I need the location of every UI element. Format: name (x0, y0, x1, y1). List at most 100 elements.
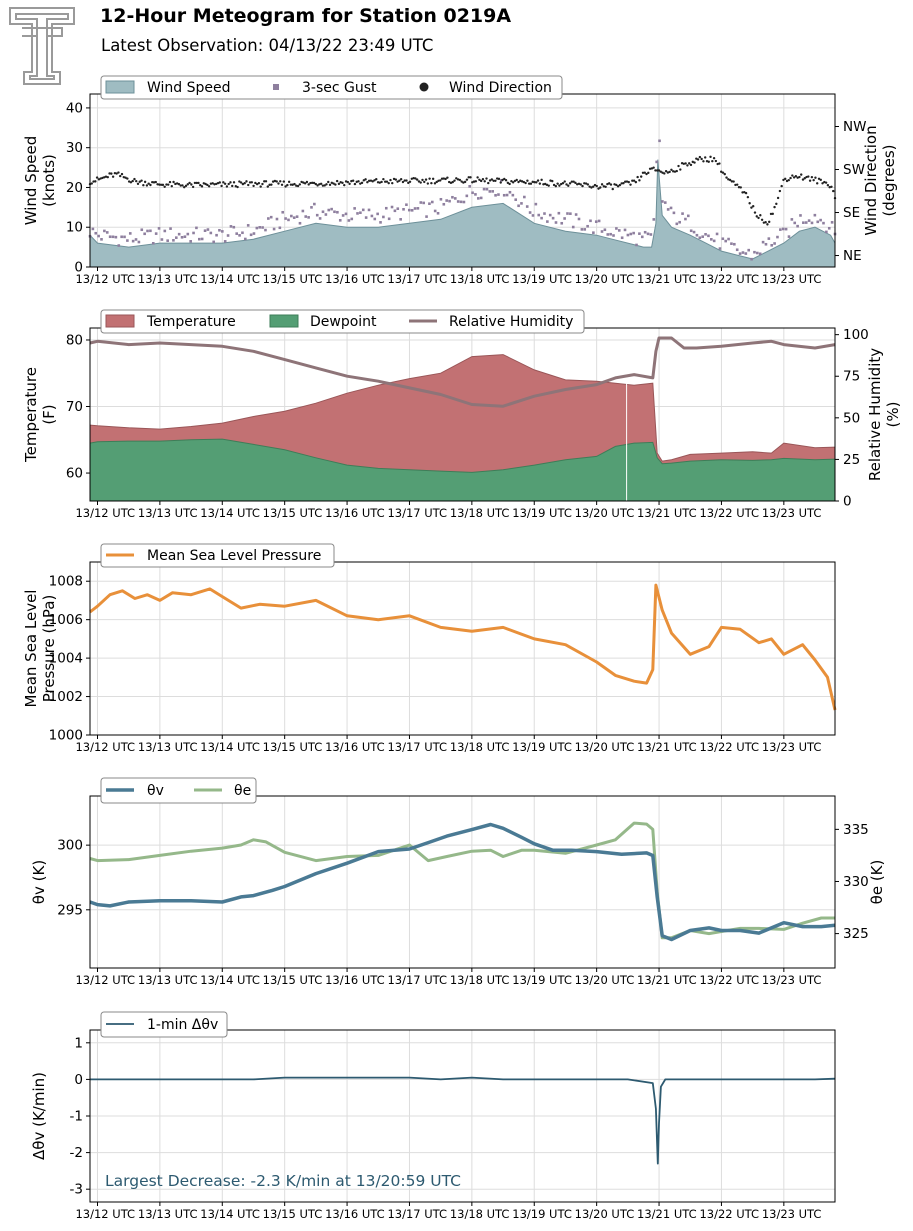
y2-tick-label: 335 (843, 822, 869, 838)
x-tick-label: 13/21 UTC (637, 740, 697, 754)
wind-direction-point (455, 177, 458, 180)
wind-direction-point (430, 181, 433, 185)
gust-point (695, 233, 699, 237)
wind-direction-point (563, 180, 566, 183)
legend-swatch-temperature (105, 314, 135, 328)
x-tick-label: 13/14 UTC (200, 973, 260, 987)
x-tick-label: 13/12 UTC (75, 740, 135, 754)
wind-direction-point (335, 179, 339, 183)
wind-direction-point (556, 182, 559, 185)
legend-box (100, 1011, 228, 1038)
wind-direction-point (702, 160, 705, 163)
gust-point (198, 237, 201, 241)
wind-direction-point (419, 181, 422, 184)
gust-point (606, 233, 610, 236)
gust-point (382, 215, 385, 219)
gust-point (681, 212, 684, 215)
gust-point (698, 236, 702, 240)
x-tick-label: 13/23 UTC (762, 973, 822, 987)
wind-direction-point (279, 180, 282, 183)
wind-direction-point (211, 182, 214, 185)
y2-tick-label: 0 (843, 494, 852, 510)
wind-direction-point (764, 221, 767, 224)
gust-point (560, 221, 564, 225)
gust-point (589, 219, 592, 223)
x-tick-label: 13/15 UTC (263, 506, 323, 520)
gust-point (267, 217, 270, 220)
wind-direction-point (497, 177, 501, 181)
gust-point (715, 232, 719, 236)
wind-direction-point (819, 178, 822, 182)
y-axis-label: θv (K) (30, 860, 48, 904)
wind-direction-point (293, 182, 296, 186)
wind-direction-point (147, 182, 150, 185)
gust-point (390, 205, 394, 209)
wind-direction-point (391, 181, 394, 185)
gust-point (675, 222, 679, 226)
wind-direction-point (415, 178, 419, 181)
gust-point (810, 221, 814, 225)
gust-point (474, 193, 477, 196)
wind-direction-point (506, 181, 510, 185)
wind-direction-point (158, 183, 161, 186)
wind-direction-point (263, 180, 266, 183)
gust-point (802, 221, 805, 224)
wind-direction-point (744, 191, 748, 195)
x-tick-label: 13/15 UTC (263, 1207, 323, 1221)
wind-direction-point (709, 155, 712, 159)
gust-point (626, 233, 630, 237)
gust-point (338, 219, 342, 222)
gust-point (724, 239, 727, 243)
gust-point (172, 239, 175, 242)
gust-point (655, 160, 658, 164)
wind-direction-point (385, 180, 389, 183)
wind-direction-point (700, 157, 703, 161)
wind-direction-point (296, 184, 300, 188)
gust-point (221, 230, 224, 233)
gust-point (169, 227, 172, 230)
x-tick-label: 13/17 UTC (387, 740, 447, 754)
gust-point (813, 213, 817, 217)
wind-direction-point (558, 184, 561, 187)
gust-point (758, 252, 762, 256)
gust-point (773, 242, 776, 245)
wind-direction-point (190, 183, 193, 186)
x-tick-label: 13/17 UTC (387, 272, 447, 286)
wind-direction-point (817, 177, 821, 180)
wind-direction-point (693, 161, 696, 164)
wind-direction-point (387, 181, 390, 185)
wind-direction-point (483, 180, 486, 183)
legend-label-theta-e: θe (234, 783, 251, 799)
wind-direction-point (769, 212, 773, 216)
gust-point (712, 239, 716, 243)
gust-point (784, 227, 788, 231)
wind-direction-point (618, 183, 622, 187)
gust-point (520, 202, 523, 205)
wind-direction-point (94, 180, 97, 183)
gust-point (229, 225, 233, 228)
gust-point (733, 242, 736, 246)
wind-direction-point (129, 181, 133, 184)
wind-direction-point (257, 181, 261, 185)
y-tick-label: -2 (70, 1145, 83, 1161)
gust-point (669, 206, 673, 210)
gust-point (640, 235, 644, 239)
wind-direction-point (124, 176, 127, 179)
gust-point (465, 194, 469, 198)
wind-direction-point (609, 183, 613, 186)
wind-direction-point (220, 184, 223, 188)
y-axis-label: Wind Speed(knots) (22, 136, 58, 226)
wind-direction-point (95, 176, 99, 179)
y2-tick-label: NE (843, 248, 862, 264)
gust-point (313, 202, 316, 206)
gust-point (134, 238, 138, 241)
gust-point (241, 231, 244, 235)
pressure-panel: 13/12 UTC 13/13 UTC 13/14 UTC 13/15 UTC 13/1… (22, 543, 837, 754)
gust-point (258, 226, 262, 229)
gust-point (790, 218, 794, 221)
gust-point (177, 232, 181, 236)
wind-direction-point (222, 181, 225, 184)
wind-direction-point (808, 179, 812, 182)
gust-point (710, 238, 713, 241)
wind-direction-point (451, 180, 454, 184)
